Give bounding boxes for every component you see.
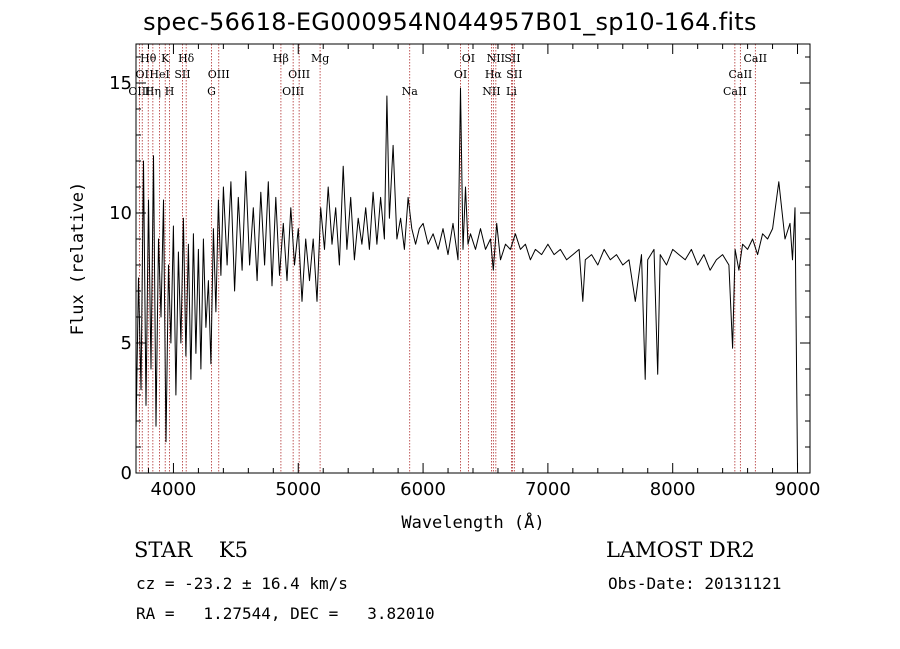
x-tick-label: 8000 [650, 479, 696, 500]
line-marker-label: G [207, 85, 216, 98]
y-tick-label: 15 [109, 73, 132, 94]
redshift-cz: cz = -23.2 ± 16.4 km/s [136, 574, 348, 593]
line-marker-label: CaII [743, 52, 767, 65]
line-marker-label: OI [462, 52, 475, 65]
line-marker-label: K [161, 52, 170, 65]
line-marker-label: Hδ [178, 52, 195, 65]
line-marker-label: Hβ [273, 52, 289, 65]
line-marker-label: OIII [128, 85, 150, 98]
line-marker-label: OIII [282, 85, 304, 98]
line-marker-label: SII [174, 68, 190, 81]
line-marker-label: Hα [485, 68, 503, 81]
y-tick-label: 5 [121, 333, 132, 354]
line-marker-label: Hη [145, 85, 161, 98]
line-marker-label: SII [506, 68, 522, 81]
line-marker-label: OI [454, 68, 467, 81]
line-marker-label: SII [504, 52, 520, 65]
series-layer [135, 87, 798, 468]
line-marker-label: OI [136, 68, 149, 81]
line-marker-label: CaII [723, 85, 747, 98]
y-tick-label: 10 [109, 203, 132, 224]
line-marker-label: CaII [729, 68, 753, 81]
line-marker-label: H [165, 85, 175, 98]
line-marker-label: Hθ [140, 52, 157, 65]
line-marker-label: HeI [149, 68, 169, 81]
y-tick-label: 0 [121, 463, 132, 484]
line-marker-label: OIII [288, 68, 310, 81]
axis-ticks: 4000 5000 6000 7000 8000 9000 0 5 10 15 [109, 44, 820, 500]
line-marker-label: Na [402, 85, 419, 98]
coordinates: RA = 1.27544, DEC = 3.82010 [136, 604, 435, 623]
observation-date: Obs-Date: 20131121 [608, 574, 782, 593]
survey-name: LAMOST DR2 [606, 538, 755, 562]
x-tick-label: 6000 [400, 479, 446, 500]
x-axis-label: Wavelength (Å) [401, 511, 544, 533]
plot-frame [135, 43, 811, 474]
x-tick-label: 5000 [275, 479, 321, 500]
x-tick-label: 7000 [525, 479, 571, 500]
line-markers [138, 44, 756, 473]
object-class: STAR K5 [134, 538, 248, 562]
x-tick-label: 9000 [775, 479, 821, 500]
chart-title: spec-56618-EG000954N044957B01_sp10-164.f… [143, 8, 757, 36]
line-marker-label: NII [487, 52, 505, 65]
line-marker-label: OIII [208, 68, 230, 81]
spectrum-line [135, 87, 798, 468]
y-axis-label: Flux (relative) [68, 182, 88, 336]
line-marker-label: NII [482, 85, 500, 98]
line-marker-label: Mg [311, 52, 329, 65]
x-tick-label: 4000 [151, 479, 197, 500]
line-marker-label: Li [506, 85, 517, 98]
